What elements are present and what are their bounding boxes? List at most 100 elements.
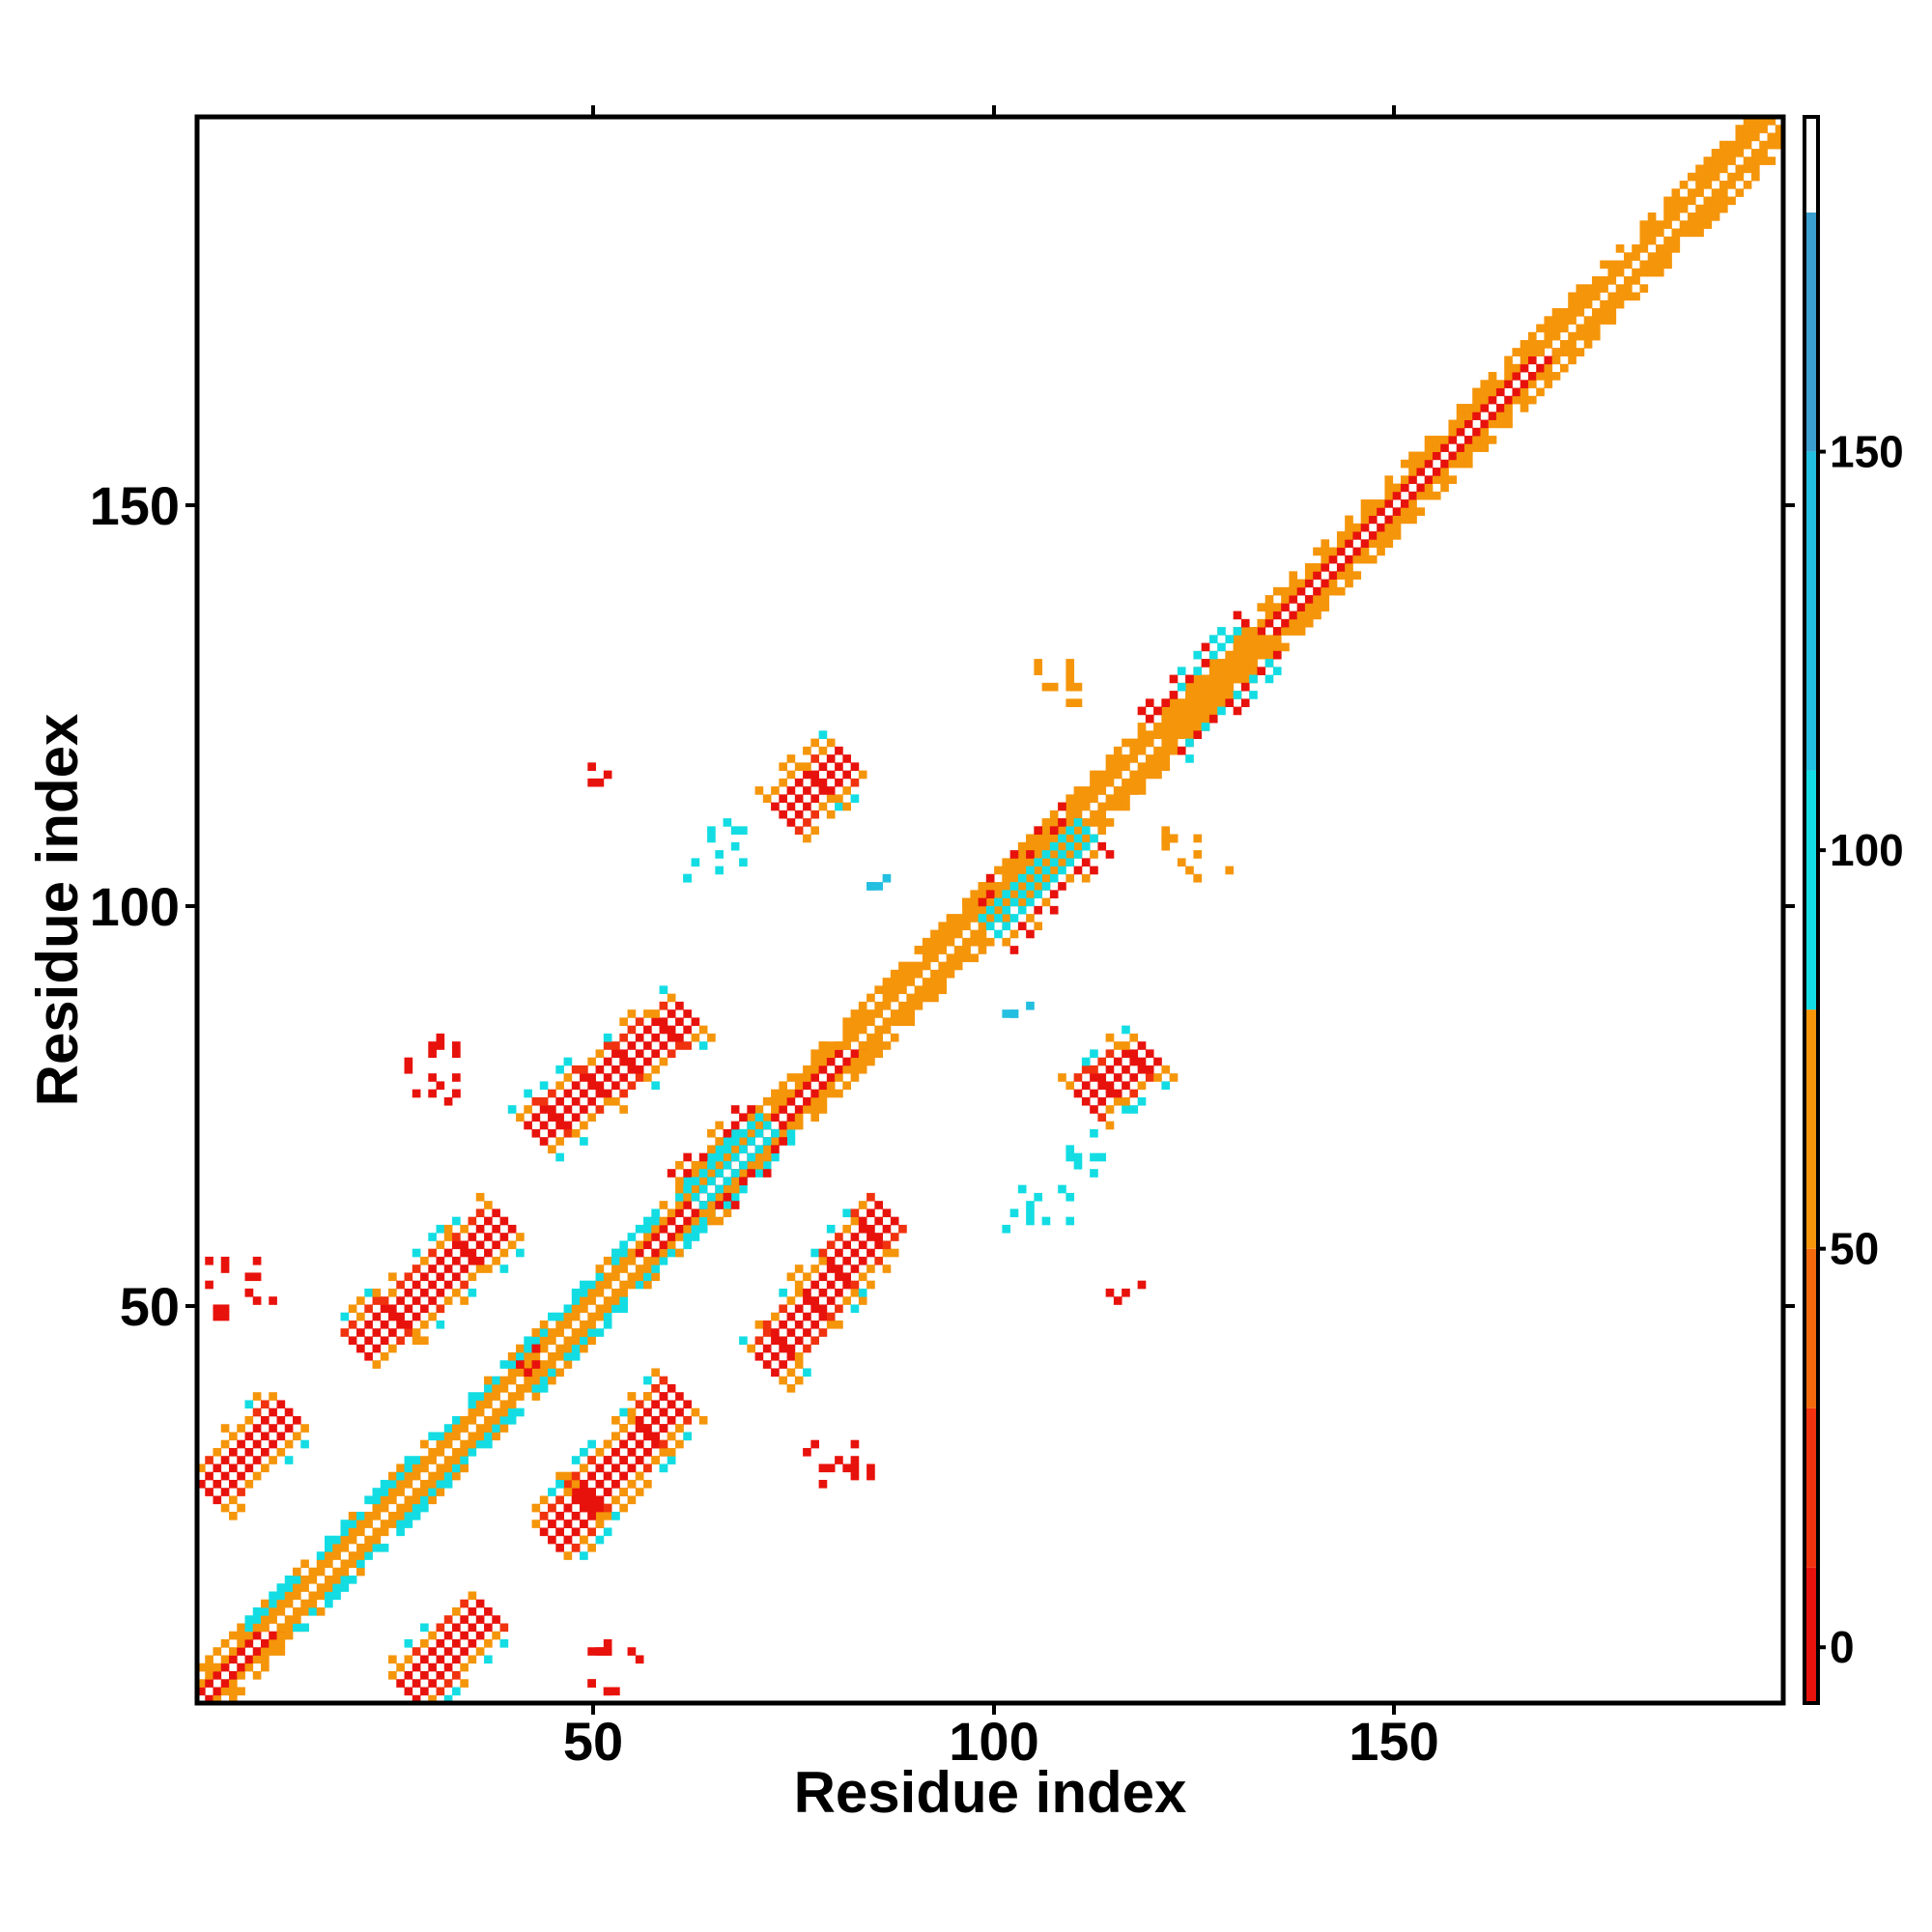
heatmap-cell [651, 1081, 660, 1091]
heatmap-cell [1161, 746, 1171, 755]
heatmap-cell [516, 1351, 525, 1361]
heatmap-cell [468, 1272, 477, 1282]
heatmap-cell [803, 1296, 811, 1305]
heatmap-cell [1719, 156, 1728, 165]
heatmap-cell [1041, 1216, 1051, 1226]
heatmap-cell [1416, 451, 1426, 461]
heatmap-cell [237, 1687, 245, 1696]
heatmap-cell [580, 1551, 588, 1560]
heatmap-cell [826, 1089, 836, 1098]
heatmap-cell [1719, 164, 1728, 174]
heatmap-cell [1090, 770, 1098, 780]
heatmap-cell [611, 1081, 620, 1091]
heatmap-cell [1615, 268, 1625, 277]
heatmap-cell [555, 1312, 564, 1321]
heatmap-cell [507, 1415, 517, 1425]
heatmap-cell [803, 1328, 811, 1337]
heatmap-cell [539, 1495, 549, 1505]
heatmap-cell [229, 1694, 238, 1704]
heatmap-cell [261, 1415, 270, 1425]
heatmap-cell [803, 1312, 811, 1321]
heatmap-cell [1568, 299, 1577, 309]
heatmap-cell [229, 1679, 238, 1688]
heatmap-cell [587, 1288, 596, 1297]
heatmap-cell [460, 1679, 469, 1688]
heatmap-cell [428, 1049, 437, 1059]
heatmap-cell [516, 1233, 525, 1241]
heatmap-cell [715, 1201, 724, 1209]
heatmap-cell [603, 1280, 612, 1290]
heatmap-cell [1600, 299, 1608, 309]
heatmap-cell [484, 1233, 493, 1241]
heatmap-cell [1695, 181, 1704, 189]
heatmap-cell [867, 1233, 875, 1241]
heatmap-cell [835, 1248, 843, 1258]
heatmap-cell [348, 1320, 357, 1329]
heatmap-cell [499, 1400, 509, 1409]
heatmap-cell [468, 1415, 477, 1425]
heatmap-cell [516, 1248, 525, 1258]
heatmap-cell [938, 922, 948, 931]
heatmap-cell [867, 1208, 875, 1218]
colorbar-bands [1804, 117, 1818, 1703]
heatmap-cell [1559, 324, 1569, 333]
heatmap-cell [332, 1575, 341, 1584]
heatmap-cell [1161, 841, 1171, 851]
heatmap-cell [507, 1407, 517, 1417]
heatmap-cell [739, 1177, 748, 1186]
heatmap-cell [627, 1647, 637, 1656]
heatmap-cell [1639, 220, 1649, 229]
heatmap-cell [1711, 196, 1720, 206]
heatmap-cell [1767, 156, 1776, 165]
heatmap-cell [475, 1407, 485, 1417]
heatmap-cell [325, 1543, 333, 1552]
heatmap-cell [794, 1089, 804, 1098]
heatmap-cell [1488, 412, 1497, 420]
heatmap-cell [229, 1647, 238, 1656]
heatmap-cell [300, 1439, 309, 1449]
heatmap-cell [1568, 316, 1577, 325]
heatmap-cell [348, 1527, 357, 1537]
heatmap-cell [1727, 140, 1736, 150]
heatmap-cell [1448, 459, 1458, 469]
heatmap-cell [978, 890, 987, 899]
heatmap-cell [627, 1447, 637, 1457]
heatmap-cell [396, 1320, 405, 1329]
heatmap-cell [1695, 204, 1704, 213]
heatmap-cell [452, 1432, 461, 1441]
heatmap-cell [985, 905, 995, 915]
heatmap-cell [213, 1647, 222, 1656]
heatmap-cell [962, 953, 971, 963]
heatmap-cell [468, 1407, 477, 1417]
heatmap-cell [531, 1383, 541, 1393]
heatmap-cell [619, 1264, 628, 1273]
heatmap-cell [1217, 627, 1226, 636]
heatmap-cell [1129, 1089, 1139, 1098]
heatmap-cell [619, 1407, 628, 1417]
heatmap-cell [1520, 380, 1529, 388]
heatmap-cell [803, 1096, 811, 1106]
heatmap-cell [1058, 882, 1066, 891]
heatmap-cell [1090, 1089, 1098, 1098]
heatmap-cell [698, 1041, 708, 1050]
heatmap-cell [555, 1351, 564, 1361]
heatmap-cell [970, 914, 980, 923]
heatmap-cell [691, 1407, 700, 1417]
heatmap-cell [475, 1615, 485, 1624]
heatmap-cell [388, 1288, 397, 1297]
heatmap-cell [499, 1638, 509, 1648]
heatmap-cell [1607, 299, 1617, 309]
heatmap-cell [548, 1336, 556, 1346]
heatmap-cell [1360, 523, 1370, 532]
heatmap-cell [563, 1073, 573, 1082]
heatmap-cell [1495, 387, 1505, 397]
heatmap-cell [1233, 650, 1242, 660]
heatmap-cell [867, 1041, 875, 1050]
heatmap-cell [293, 1583, 301, 1592]
heatmap-cell [1647, 268, 1657, 277]
heatmap-cell [1607, 292, 1617, 301]
heatmap-cell [1551, 372, 1561, 381]
heatmap-cell [985, 873, 995, 883]
heatmap-cell [1384, 475, 1394, 484]
heatmap-cell [1113, 754, 1122, 763]
